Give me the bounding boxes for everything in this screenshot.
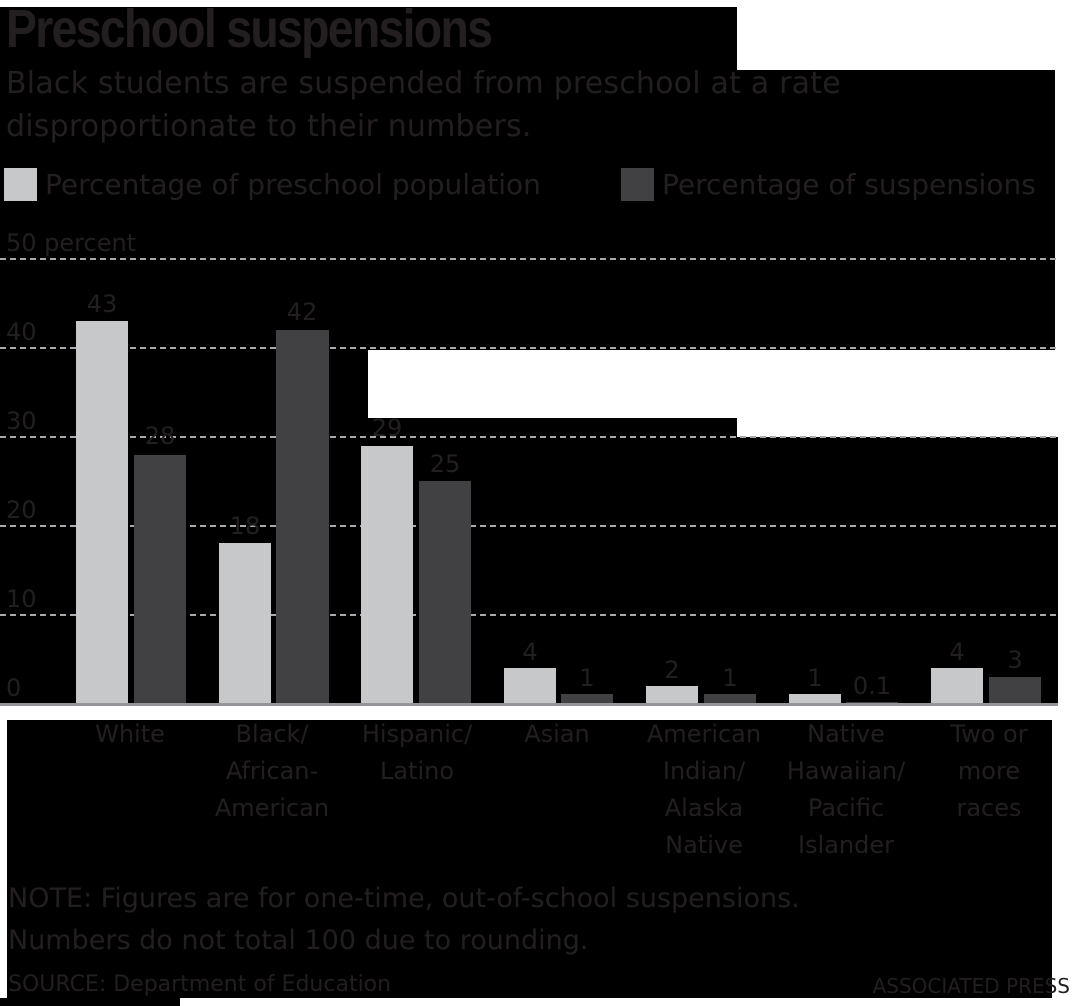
legend-item-population: Percentage of preschool population [4, 168, 541, 201]
source-credit: SOURCE: Department of Education [8, 972, 392, 997]
y-tick-30: 30 [6, 407, 37, 435]
gridline-40 [0, 347, 1056, 349]
legend-swatch-population [4, 168, 37, 201]
background-panel [368, 418, 737, 438]
footnote-line1: NOTE: Figures are for one-time, out-of-s… [8, 883, 800, 914]
bar-two-or-more-suspensions [989, 677, 1041, 704]
x-axis-baseline [0, 703, 1058, 706]
value-label: 1 [722, 664, 738, 692]
background-panel [0, 7, 737, 70]
bar-black-suspensions [276, 330, 329, 704]
bar-white-population [76, 321, 128, 704]
bar-native-hawaiian-population [789, 694, 841, 704]
value-label: 2 [664, 656, 680, 684]
y-tick-40: 40 [6, 318, 37, 346]
value-label: 43 [86, 290, 118, 318]
y-tick-0: 0 [6, 674, 22, 702]
value-label: 42 [286, 298, 318, 326]
publisher-credit: ASSOCIATED PRESS [872, 974, 1070, 998]
x-label-american-indian: American Indian/ Alaska Native [646, 720, 762, 859]
bar-black-population [219, 543, 271, 704]
x-label-hispanic: Hispanic/ Latino [361, 720, 473, 785]
value-label: 28 [144, 422, 176, 450]
value-label: 29 [371, 414, 403, 442]
gridline-20 [0, 525, 1056, 527]
value-label: 0.1 [852, 672, 892, 700]
bar-american-indian-population [646, 686, 698, 704]
gridline-50 [0, 258, 1056, 260]
y-tick-50: 50 percent [6, 229, 137, 257]
value-label: 3 [1007, 646, 1023, 674]
legend-label-suspensions: Percentage of suspensions [662, 168, 1036, 201]
footnote: NOTE: Figures are for one-time, out-of-s… [8, 878, 800, 962]
chart-subtitle-line1: Black students are suspended from presch… [6, 66, 841, 101]
footnote-line2: Numbers do not total 100 due to rounding… [8, 925, 589, 956]
background-panel [7, 720, 1052, 998]
bar-two-or-more-population [931, 668, 983, 704]
value-label: 1 [807, 664, 823, 692]
gridline-30 [0, 436, 1056, 438]
legend-item-suspensions: Percentage of suspensions [621, 168, 1036, 201]
legend-swatch-suspensions [621, 168, 654, 201]
bar-hispanic-suspensions [419, 481, 471, 704]
bar-american-indian-suspensions [704, 694, 756, 704]
gridline-10 [0, 614, 1056, 616]
bar-asian-population [504, 668, 556, 704]
bar-hispanic-population [361, 446, 413, 704]
background-panel [0, 998, 180, 1006]
x-label-native-hawaiian: Native Hawaiian/ Pacific Islander [786, 720, 906, 859]
chart-subtitle-line2: disproportionate to their numbers. [6, 109, 532, 144]
chart-title: Preschool suspensions [6, 0, 493, 59]
y-tick-20: 20 [6, 496, 37, 524]
value-label: 4 [949, 638, 965, 666]
value-label: 1 [579, 664, 595, 692]
x-label-white: White [95, 720, 165, 748]
y-tick-10: 10 [6, 585, 37, 613]
background-panel [0, 70, 1055, 350]
x-label-two-or-more: Two or more races [950, 720, 1028, 822]
value-label: 4 [522, 638, 538, 666]
value-label: 25 [429, 450, 461, 478]
value-label: 18 [229, 512, 261, 540]
x-label-asian: Asian [524, 720, 590, 748]
x-label-black: Black/ African- American [214, 720, 330, 822]
bar-asian-suspensions [561, 694, 613, 704]
legend-label-population: Percentage of preschool population [45, 168, 541, 201]
bar-white-suspensions [134, 455, 186, 704]
